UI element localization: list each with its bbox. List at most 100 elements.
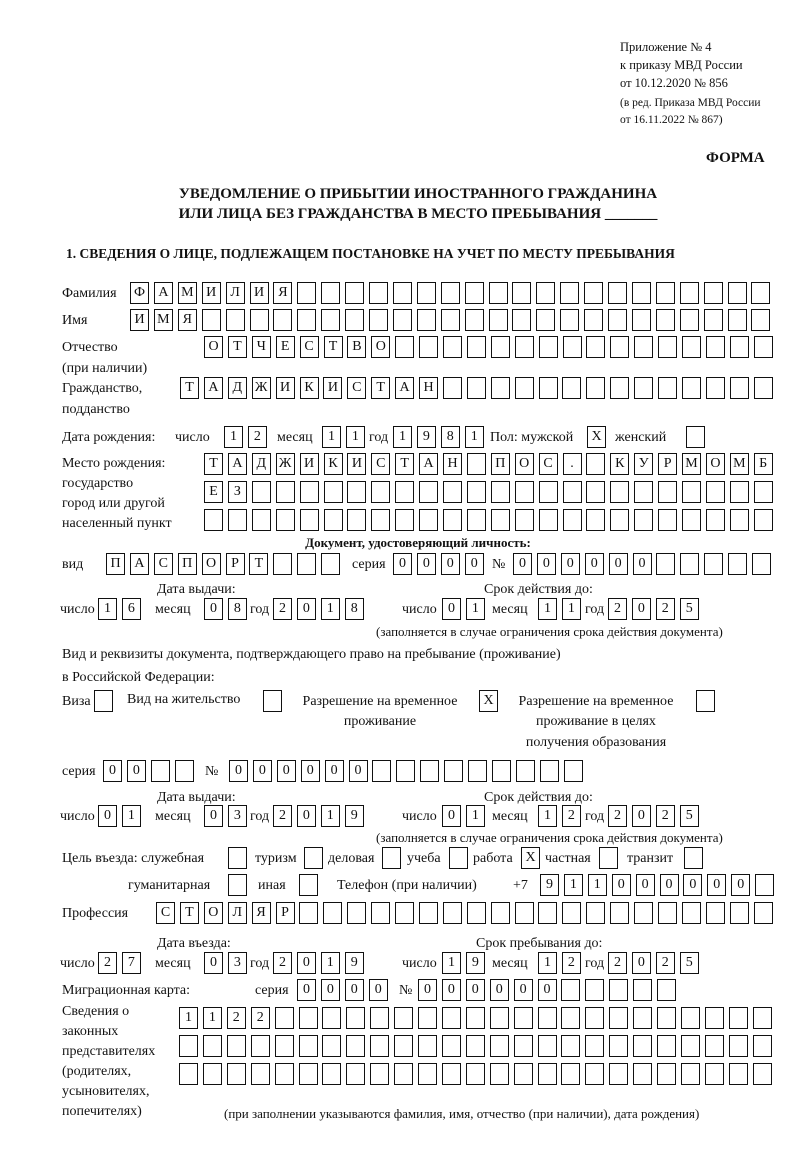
char-box[interactable] xyxy=(561,1035,581,1057)
char-box[interactable]: 0 xyxy=(300,760,320,782)
char-box[interactable] xyxy=(753,336,773,358)
char-box[interactable]: Н xyxy=(443,453,462,475)
char-box[interactable] xyxy=(299,874,318,896)
char-box[interactable] xyxy=(418,1035,437,1057)
char-box[interactable] xyxy=(465,1063,485,1085)
char-box[interactable] xyxy=(441,1063,461,1085)
char-box[interactable] xyxy=(321,282,341,304)
char-box[interactable] xyxy=(680,1007,700,1029)
char-box[interactable] xyxy=(560,309,580,331)
char-box[interactable] xyxy=(752,1063,772,1085)
char-box[interactable]: 0 xyxy=(513,553,532,575)
char-box[interactable]: 0 xyxy=(707,874,727,896)
char-box[interactable]: 0 xyxy=(344,979,364,1001)
char-box[interactable]: И xyxy=(323,377,343,399)
char-box[interactable] xyxy=(704,1007,724,1029)
char-box[interactable] xyxy=(251,481,271,503)
char-box[interactable]: 0 xyxy=(731,874,751,896)
char-box[interactable]: П xyxy=(490,453,510,475)
char-box[interactable]: 3 xyxy=(227,952,247,974)
char-box[interactable] xyxy=(608,309,627,331)
char-box[interactable] xyxy=(347,509,367,531)
char-box[interactable] xyxy=(202,1035,222,1057)
char-box[interactable] xyxy=(728,553,748,575)
char-box[interactable]: 1 xyxy=(465,598,485,620)
char-box[interactable] xyxy=(537,1007,557,1029)
char-box[interactable]: 9 xyxy=(344,952,364,974)
char-box[interactable] xyxy=(586,377,606,399)
char-box[interactable] xyxy=(538,377,558,399)
char-box[interactable] xyxy=(608,282,627,304)
char-box[interactable] xyxy=(297,282,317,304)
char-box[interactable]: 0 xyxy=(416,553,436,575)
char-box[interactable]: 1 xyxy=(442,952,461,974)
char-box[interactable] xyxy=(394,1007,414,1029)
char-box[interactable] xyxy=(204,509,223,531)
char-box[interactable] xyxy=(562,481,582,503)
char-box[interactable] xyxy=(371,902,391,924)
char-box[interactable]: 1 xyxy=(320,952,340,974)
char-box[interactable] xyxy=(372,760,392,782)
char-box[interactable]: А xyxy=(153,282,173,304)
char-box[interactable] xyxy=(298,1035,318,1057)
char-box[interactable] xyxy=(561,979,581,1001)
char-box[interactable]: 0 xyxy=(513,979,533,1001)
char-box[interactable] xyxy=(514,902,534,924)
char-box[interactable]: Т xyxy=(204,453,223,475)
char-box[interactable]: 1 xyxy=(464,426,484,448)
char-box[interactable] xyxy=(466,481,486,503)
char-box[interactable]: 0 xyxy=(368,979,388,1001)
char-box[interactable] xyxy=(345,282,365,304)
char-box[interactable] xyxy=(562,377,582,399)
char-box[interactable] xyxy=(441,1007,461,1029)
char-box[interactable]: Т xyxy=(395,453,415,475)
char-box[interactable] xyxy=(394,1035,414,1057)
char-box[interactable] xyxy=(705,336,725,358)
purpose-humanitarian-checkbox[interactable] xyxy=(228,874,252,896)
char-box[interactable] xyxy=(228,874,247,896)
representatives-row-2[interactable] xyxy=(179,1035,777,1057)
char-box[interactable] xyxy=(729,509,749,531)
char-box[interactable] xyxy=(584,282,604,304)
char-box[interactable] xyxy=(94,690,113,712)
char-box[interactable]: У xyxy=(634,453,654,475)
char-box[interactable]: 5 xyxy=(679,598,699,620)
char-box[interactable] xyxy=(418,902,438,924)
char-box[interactable] xyxy=(536,309,556,331)
char-box[interactable]: 8 xyxy=(344,598,364,620)
char-box[interactable] xyxy=(323,481,343,503)
char-box[interactable]: С xyxy=(347,377,367,399)
char-box[interactable]: 0 xyxy=(608,553,628,575)
char-box[interactable] xyxy=(515,760,535,782)
char-box[interactable] xyxy=(347,902,367,924)
char-box[interactable] xyxy=(514,509,534,531)
char-box[interactable] xyxy=(263,690,282,712)
char-box[interactable]: Ф xyxy=(130,282,149,304)
char-box[interactable] xyxy=(562,336,582,358)
char-box[interactable]: Е xyxy=(275,336,295,358)
char-box[interactable]: 7 xyxy=(121,952,141,974)
char-box[interactable] xyxy=(443,481,462,503)
char-box[interactable] xyxy=(201,309,221,331)
char-box[interactable] xyxy=(658,336,678,358)
char-box[interactable] xyxy=(466,336,486,358)
char-box[interactable] xyxy=(562,509,582,531)
char-box[interactable] xyxy=(680,1063,700,1085)
char-box[interactable] xyxy=(346,1063,366,1085)
char-box[interactable] xyxy=(658,377,677,399)
char-box[interactable] xyxy=(226,1035,246,1057)
char-box[interactable] xyxy=(703,309,723,331)
char-box[interactable] xyxy=(586,509,606,531)
char-box[interactable]: 1 xyxy=(320,805,340,827)
char-box[interactable] xyxy=(440,309,460,331)
char-box[interactable] xyxy=(586,902,606,924)
char-box[interactable]: К xyxy=(299,377,319,399)
char-box[interactable]: 0 xyxy=(320,979,340,1001)
